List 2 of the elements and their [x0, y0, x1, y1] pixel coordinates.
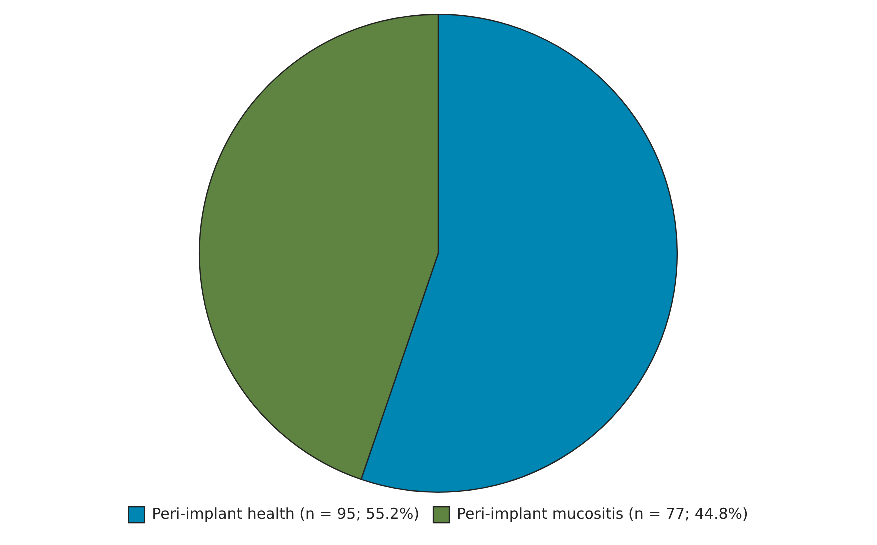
legend-label: Peri-implant health (n = 95; 55.2%) [152, 504, 420, 523]
legend-label: Peri-implant mucositis (n = 77; 44.8%) [457, 504, 748, 523]
